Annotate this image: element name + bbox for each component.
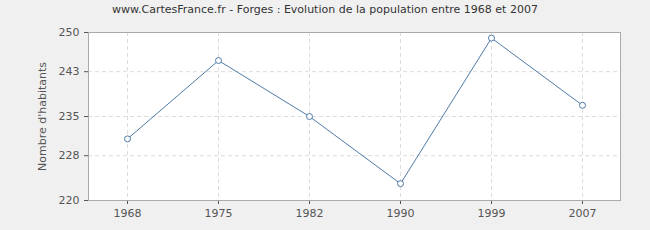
svg-text:Nombre d'habitants: Nombre d'habitants <box>36 62 49 171</box>
svg-text:243: 243 <box>59 65 80 78</box>
svg-text:1975: 1975 <box>205 207 233 220</box>
svg-text:220: 220 <box>59 194 80 207</box>
svg-text:1968: 1968 <box>114 207 142 220</box>
html-text:www.CartesFrance.fr - Forges :: www.CartesFrance.fr - Forges : Evolution… <box>112 3 538 16</box>
svg-text:1982: 1982 <box>296 207 324 220</box>
svg-text:1990: 1990 <box>387 207 415 220</box>
svg-text:235: 235 <box>59 110 80 123</box>
svg-text:228: 228 <box>59 149 80 162</box>
svg-text:1999: 1999 <box>478 207 506 220</box>
svg-text:2007: 2007 <box>569 207 597 220</box>
svg-text:250: 250 <box>59 26 80 39</box>
